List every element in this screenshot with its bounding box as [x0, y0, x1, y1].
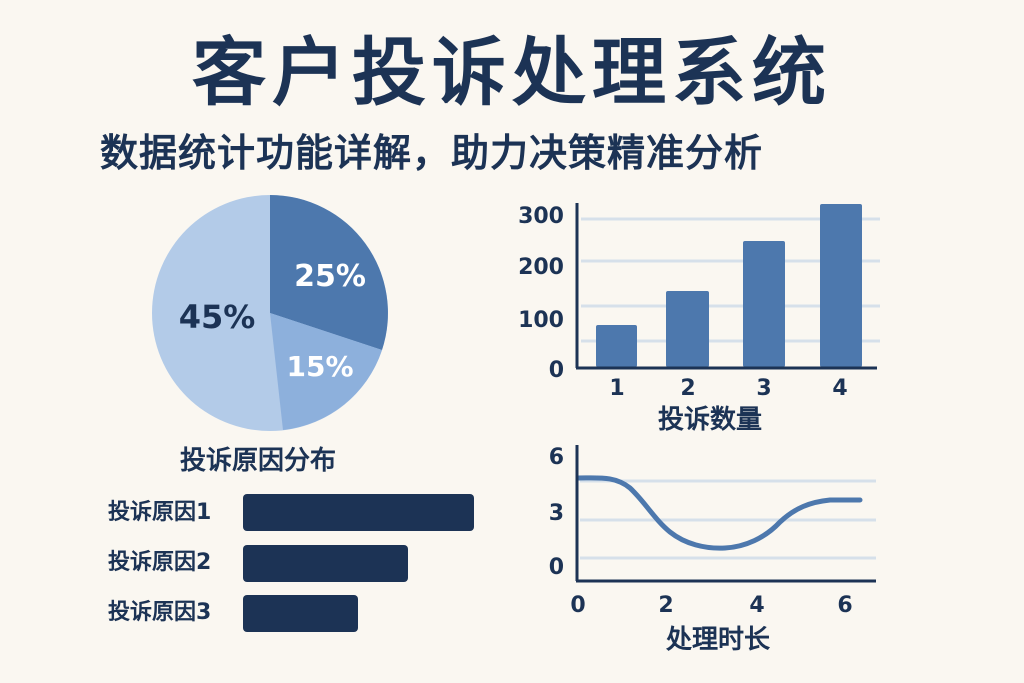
pie-label-15: 15%	[286, 350, 353, 383]
bar-3	[743, 241, 785, 367]
line-ytick: 0	[549, 555, 564, 580]
reason-label-2: 投诉原因2	[108, 550, 212, 575]
reason-bar-2	[243, 545, 408, 582]
line-xtick: 6	[837, 593, 852, 618]
bar-2	[666, 291, 709, 367]
bar-xtick: 1	[609, 376, 624, 401]
pie-label-45: 45%	[179, 298, 256, 336]
pie-slice-15	[270, 313, 382, 430]
page-subtitle: 数据统计功能详解，助力决策精准分析	[100, 131, 764, 175]
line-series	[575, 475, 863, 551]
bar-chart: 0 100 200 300 1 2 3 4 投诉数量	[518, 203, 880, 435]
line-xtick: 2	[658, 593, 673, 618]
bar-ytick: 200	[518, 255, 564, 280]
bar-xtick: 3	[756, 376, 771, 401]
line-ytick: 3	[549, 501, 564, 526]
reason-label-1: 投诉原因1	[108, 500, 212, 525]
bar-4	[820, 204, 862, 367]
reason-label-3: 投诉原因3	[108, 600, 212, 625]
bar-chart-caption: 投诉数量	[658, 405, 762, 435]
pie-chart: 25% 15% 45%	[152, 195, 388, 431]
bar-ytick: 0	[549, 358, 564, 383]
pie-label-25: 25%	[294, 259, 366, 294]
line-ytick: 6	[549, 445, 564, 470]
bar-xtick: 4	[832, 376, 847, 401]
bar-1	[596, 325, 637, 367]
bar-ytick: 300	[518, 204, 564, 229]
line-chart: 0 3 6 0 2 4 6 处理时长	[549, 445, 876, 655]
line-chart-caption: 处理时长	[665, 625, 771, 655]
line-xtick: 0	[570, 593, 585, 618]
line-xtick: 4	[749, 593, 764, 618]
reason-bar-1	[243, 494, 474, 531]
page-title: 客户投诉处理系统	[192, 30, 832, 116]
pie-caption: 投诉原因分布	[180, 446, 337, 476]
reason-bar-3	[243, 595, 358, 632]
bar-xtick: 2	[680, 376, 695, 401]
bar-ytick: 100	[518, 308, 564, 333]
pie-slice-25	[270, 195, 388, 350]
